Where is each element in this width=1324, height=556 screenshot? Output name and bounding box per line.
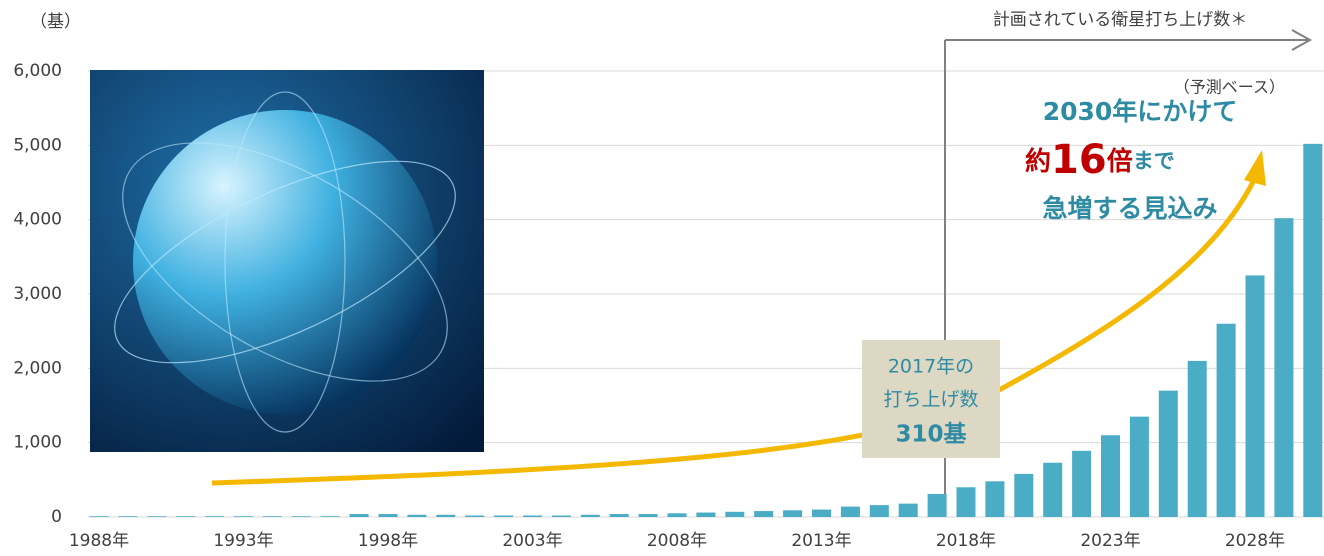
bar — [927, 493, 947, 517]
bar — [89, 516, 109, 517]
bar — [667, 513, 687, 517]
bar — [956, 487, 976, 517]
bar — [1101, 435, 1120, 517]
bar — [609, 514, 629, 517]
y-tick-label: 1,000 — [13, 433, 62, 453]
x-tick-label: 2028年 — [1225, 531, 1285, 551]
y-tick-label: 5,000 — [13, 135, 62, 155]
unit-label: （基） — [30, 12, 81, 32]
y-tick-label: 2,000 — [13, 358, 62, 378]
bar — [725, 511, 745, 517]
growth-text: 倍 — [1107, 146, 1133, 177]
x-tick-label: 1988年 — [69, 531, 129, 551]
bar — [812, 509, 831, 517]
bar — [1303, 143, 1323, 517]
bar — [1072, 450, 1092, 517]
x-tick-label: 2013年 — [791, 531, 851, 551]
bar — [291, 516, 311, 517]
bar — [523, 515, 542, 517]
growth-text: 16 — [1051, 137, 1107, 183]
bar — [898, 503, 918, 517]
bar — [985, 481, 1005, 517]
bar — [320, 516, 340, 517]
bar — [494, 515, 514, 517]
bar — [1129, 416, 1149, 517]
forecast-note: （予測ベース） — [1174, 78, 1285, 97]
y-tick-label: 4,000 — [13, 210, 62, 230]
x-tick-label: 1993年 — [213, 531, 273, 551]
globe-image — [90, 70, 484, 452]
callout-text: 打ち上げ数 — [883, 389, 978, 411]
bar — [696, 512, 716, 517]
bar — [1187, 360, 1207, 517]
y-tick-label: 0 — [51, 507, 62, 527]
growth-text: 約 — [1025, 146, 1051, 177]
x-tick-label: 2008年 — [647, 531, 707, 551]
y-tick-label: 3,000 — [13, 284, 62, 304]
bar — [436, 514, 456, 517]
callout-text: 310基 — [895, 422, 967, 448]
bar — [551, 515, 571, 517]
growth-line1: 2030年にかけて — [1043, 97, 1238, 126]
growth-line3: 急増する見込み — [1042, 194, 1217, 223]
bar — [869, 505, 889, 517]
bar — [118, 516, 138, 517]
bar — [234, 516, 253, 517]
bar — [840, 506, 860, 517]
x-tick-label: 2003年 — [502, 531, 562, 551]
bar — [1043, 462, 1063, 517]
bar — [407, 514, 427, 517]
bar — [465, 515, 485, 517]
growth-line2: 約16倍まで — [1025, 137, 1175, 183]
bar — [1014, 473, 1034, 517]
x-tick-label: 1998年 — [358, 531, 418, 551]
bar — [147, 516, 167, 517]
x-tick-label: 2023年 — [1080, 531, 1140, 551]
bar — [1158, 390, 1178, 517]
bar — [349, 514, 369, 517]
bar — [205, 516, 225, 517]
bar — [378, 514, 398, 517]
growth-text: まで — [1133, 149, 1175, 173]
bar — [638, 514, 658, 517]
x-tick-label: 2018年 — [936, 531, 996, 551]
bar — [262, 516, 282, 517]
callout-text: 2017年の — [888, 356, 974, 378]
forecast-title: 計画されている衛星打ち上げ数＊ — [993, 10, 1248, 30]
bar — [783, 510, 803, 517]
bar — [176, 516, 196, 517]
bar — [1216, 323, 1236, 517]
bar — [754, 511, 774, 517]
bar — [1274, 218, 1294, 517]
bar — [580, 514, 600, 517]
bar — [1245, 275, 1265, 517]
y-tick-label: 6,000 — [13, 61, 62, 81]
callout-box — [862, 340, 1000, 458]
